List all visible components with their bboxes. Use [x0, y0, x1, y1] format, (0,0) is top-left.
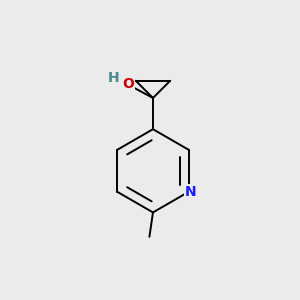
- Text: O: O: [122, 77, 134, 91]
- Text: H: H: [108, 71, 119, 85]
- Text: N: N: [185, 184, 196, 199]
